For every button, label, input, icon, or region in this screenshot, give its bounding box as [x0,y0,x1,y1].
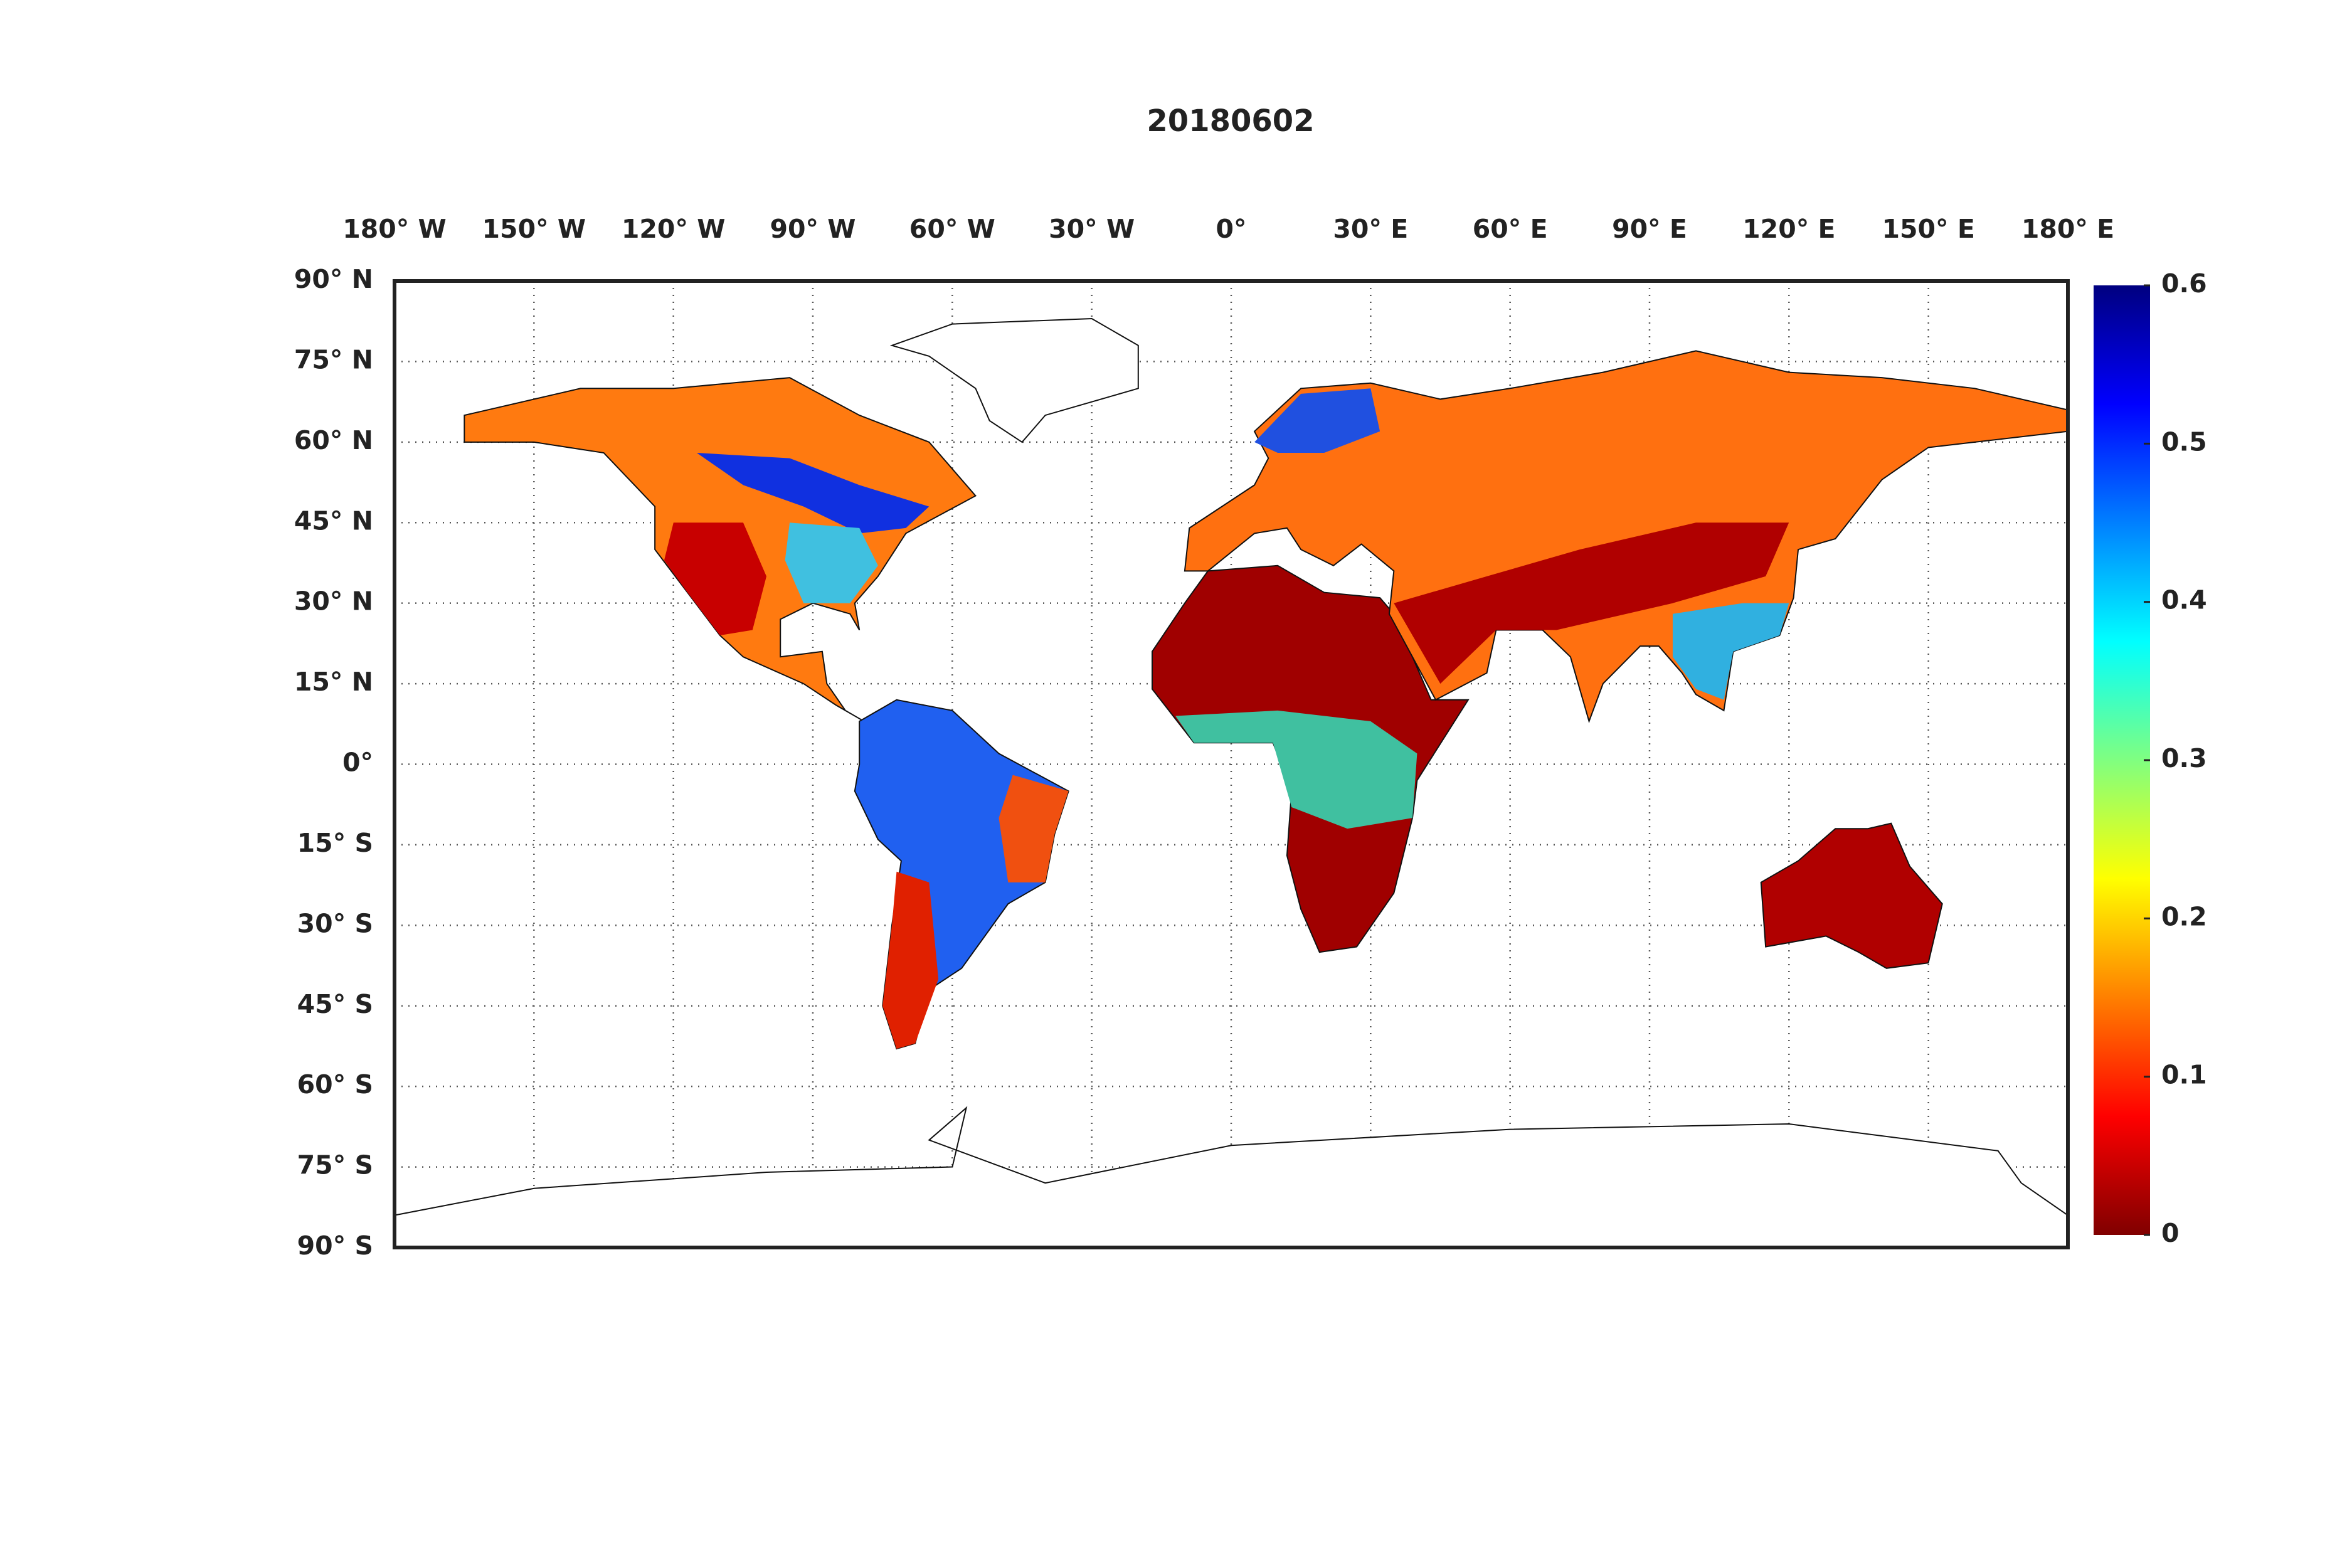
lat-tick-label: 15° N [294,667,373,697]
lat-tick-label: 45° S [297,989,373,1019]
lat-tick-label: 75° N [294,344,373,374]
colorbar-tick-label: 0.2 [2161,901,2207,931]
map-frame [393,279,2070,1249]
lat-tick-label: 90° S [297,1231,373,1261]
moist-region [1254,388,1380,453]
dry-region [1394,522,1789,684]
lon-tick-label: 150° E [1882,214,1974,244]
lat-tick-label: 75° S [297,1150,373,1180]
map-title: 20180602 [1147,103,1314,139]
lat-tick-label: 45° N [294,506,373,536]
colorbar-tick-label: 0.5 [2161,426,2207,457]
moist-region [785,522,878,603]
labels: 180° W 150° W 120° W 90° W 60° W 30° W 0° 30° E… [294,214,2207,1261]
lon-tick-label: 120° W [622,214,726,244]
colorbar-tick-label: 0 [2161,1218,2180,1248]
lon-tick-label: 30° W [1049,214,1135,244]
lon-tick-label: 30° E [1333,214,1408,244]
lon-tick-label: 60° W [909,214,995,244]
lat-tick-label: 30° N [294,586,373,617]
moist-region [1175,710,1417,829]
lat-tick-label: 15° S [297,828,373,858]
colorbar [2094,285,2150,1235]
lat-tick-label: 60° S [297,1069,373,1099]
dry-region [999,775,1069,882]
lat-tick-label: 0° [342,748,373,778]
moist-region [696,453,930,534]
eurasia [1185,351,2068,721]
lat-tick-label: 90° N [294,264,373,294]
colorbar-tick-label: 0.3 [2161,743,2207,773]
colorbar-tick-label: 0.4 [2161,585,2207,615]
lat-tick-label: 30° S [297,908,373,938]
antarctica [395,1108,2068,1248]
moist-region [1672,603,1789,700]
colorbar-tick-label: 0.6 [2161,268,2207,299]
lon-tick-label: 180° W [342,214,447,244]
lat-tick-label: 60° N [294,425,373,455]
greenland [892,319,1138,442]
land [395,319,2068,1248]
dry-region [882,871,939,1049]
lon-tick-label: 60° E [1473,214,1548,244]
lon-tick-label: 150° W [482,214,586,244]
lon-tick-label: 0° [1216,214,1246,244]
dry-region [664,522,766,636]
lon-tick-label: 180° E [2021,214,2114,244]
lon-tick-label: 90° E [1612,214,1687,244]
lon-tick-label: 120° E [1742,214,1835,244]
colorbar-tick-label: 0.1 [2161,1060,2207,1090]
lon-tick-label: 90° W [770,214,856,244]
australia [1761,824,1942,968]
